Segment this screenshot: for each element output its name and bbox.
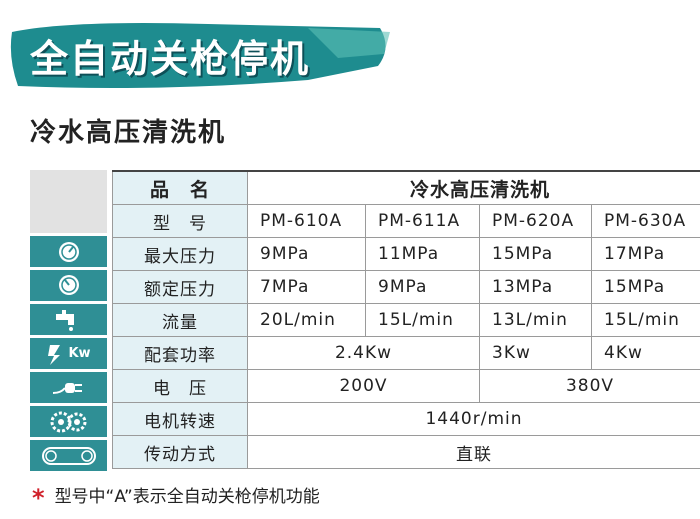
power-icon: Kw — [30, 338, 107, 369]
footnote-mark: * — [32, 484, 45, 512]
banner-background — [10, 23, 390, 88]
cell: 15L/min — [590, 303, 700, 337]
row: 型 号 PM-610A PM-611A PM-620A PM-630A — [112, 204, 700, 238]
icon-blank — [30, 170, 107, 233]
row-label: 配套功率 — [112, 336, 248, 370]
row: 额定压力 7MPa 9MPa 13MPa 15MPa — [112, 270, 700, 304]
row-label: 品 名 — [112, 170, 248, 205]
subtitle: 冷水高压清洗机 — [30, 118, 227, 148]
gauge-icon — [30, 270, 107, 301]
cell: PM-610A — [247, 204, 366, 238]
row: 配套功率 2.4Kw 3Kw 4Kw — [112, 336, 700, 370]
cell: 13L/min — [479, 303, 592, 337]
row-label: 型 号 — [112, 204, 248, 238]
cell: 3Kw — [479, 336, 592, 370]
cell: 17MPa — [590, 237, 700, 271]
cell: 13MPa — [479, 270, 592, 304]
row: 品 名冷水高压清洗机 — [112, 170, 700, 205]
banner-title: 全自动关枪停机 — [30, 37, 311, 81]
cell: 直联 — [246, 435, 700, 469]
cell: 9MPa — [247, 237, 366, 271]
footnote-text: 型号中“A”表示全自动关枪停机功能 — [54, 487, 320, 507]
spec-table: 品 名冷水高压清洗机 型 号 PM-610A PM-611A PM-620A PM-63… — [112, 170, 700, 469]
row-label: 电 压 — [112, 369, 248, 403]
gauge-icon — [30, 236, 107, 267]
cell: 20L/min — [247, 303, 366, 337]
cell: 9MPa — [365, 270, 480, 304]
row: 最大压力 9MPa 11MPa 15MPa 17MPa — [112, 237, 700, 271]
row: 传动方式 直联 — [112, 435, 700, 469]
row-label: 额定压力 — [112, 270, 248, 304]
cell: 2.4Kw — [247, 336, 480, 370]
row-label: 最大压力 — [112, 237, 248, 271]
cell: 15MPa — [590, 270, 700, 304]
cell: 380V — [478, 369, 700, 403]
cell: 7MPa — [247, 270, 366, 304]
belt-icon — [30, 440, 107, 471]
cell: PM-611A — [365, 204, 480, 238]
row: 电 压 200V 380V — [112, 369, 700, 403]
cell: 冷水高压清洗机 — [246, 170, 700, 205]
cell: PM-630A — [590, 204, 700, 238]
row: 电机转速 1440r/min — [112, 402, 700, 436]
row-label: 传动方式 — [112, 435, 248, 469]
faucet-icon — [30, 304, 107, 335]
footnote: * 型号中“A”表示全自动关枪停机功能 — [32, 482, 320, 512]
cell: 200V — [247, 369, 480, 403]
icon-column: Kw — [30, 170, 107, 474]
row-label: 电机转速 — [112, 402, 248, 436]
cell: 11MPa — [365, 237, 480, 271]
cell: 15L/min — [365, 303, 480, 337]
icon-label: Kw — [68, 346, 91, 361]
cell: 4Kw — [590, 336, 700, 370]
cell: PM-620A — [479, 204, 592, 238]
plug-icon — [30, 372, 107, 403]
cell: 15MPa — [479, 237, 592, 271]
row-label: 流量 — [112, 303, 248, 337]
row: 流量 20L/min 15L/min 13L/min 15L/min — [112, 303, 700, 337]
gears-icon — [30, 406, 107, 437]
cell: 1440r/min — [246, 402, 700, 436]
